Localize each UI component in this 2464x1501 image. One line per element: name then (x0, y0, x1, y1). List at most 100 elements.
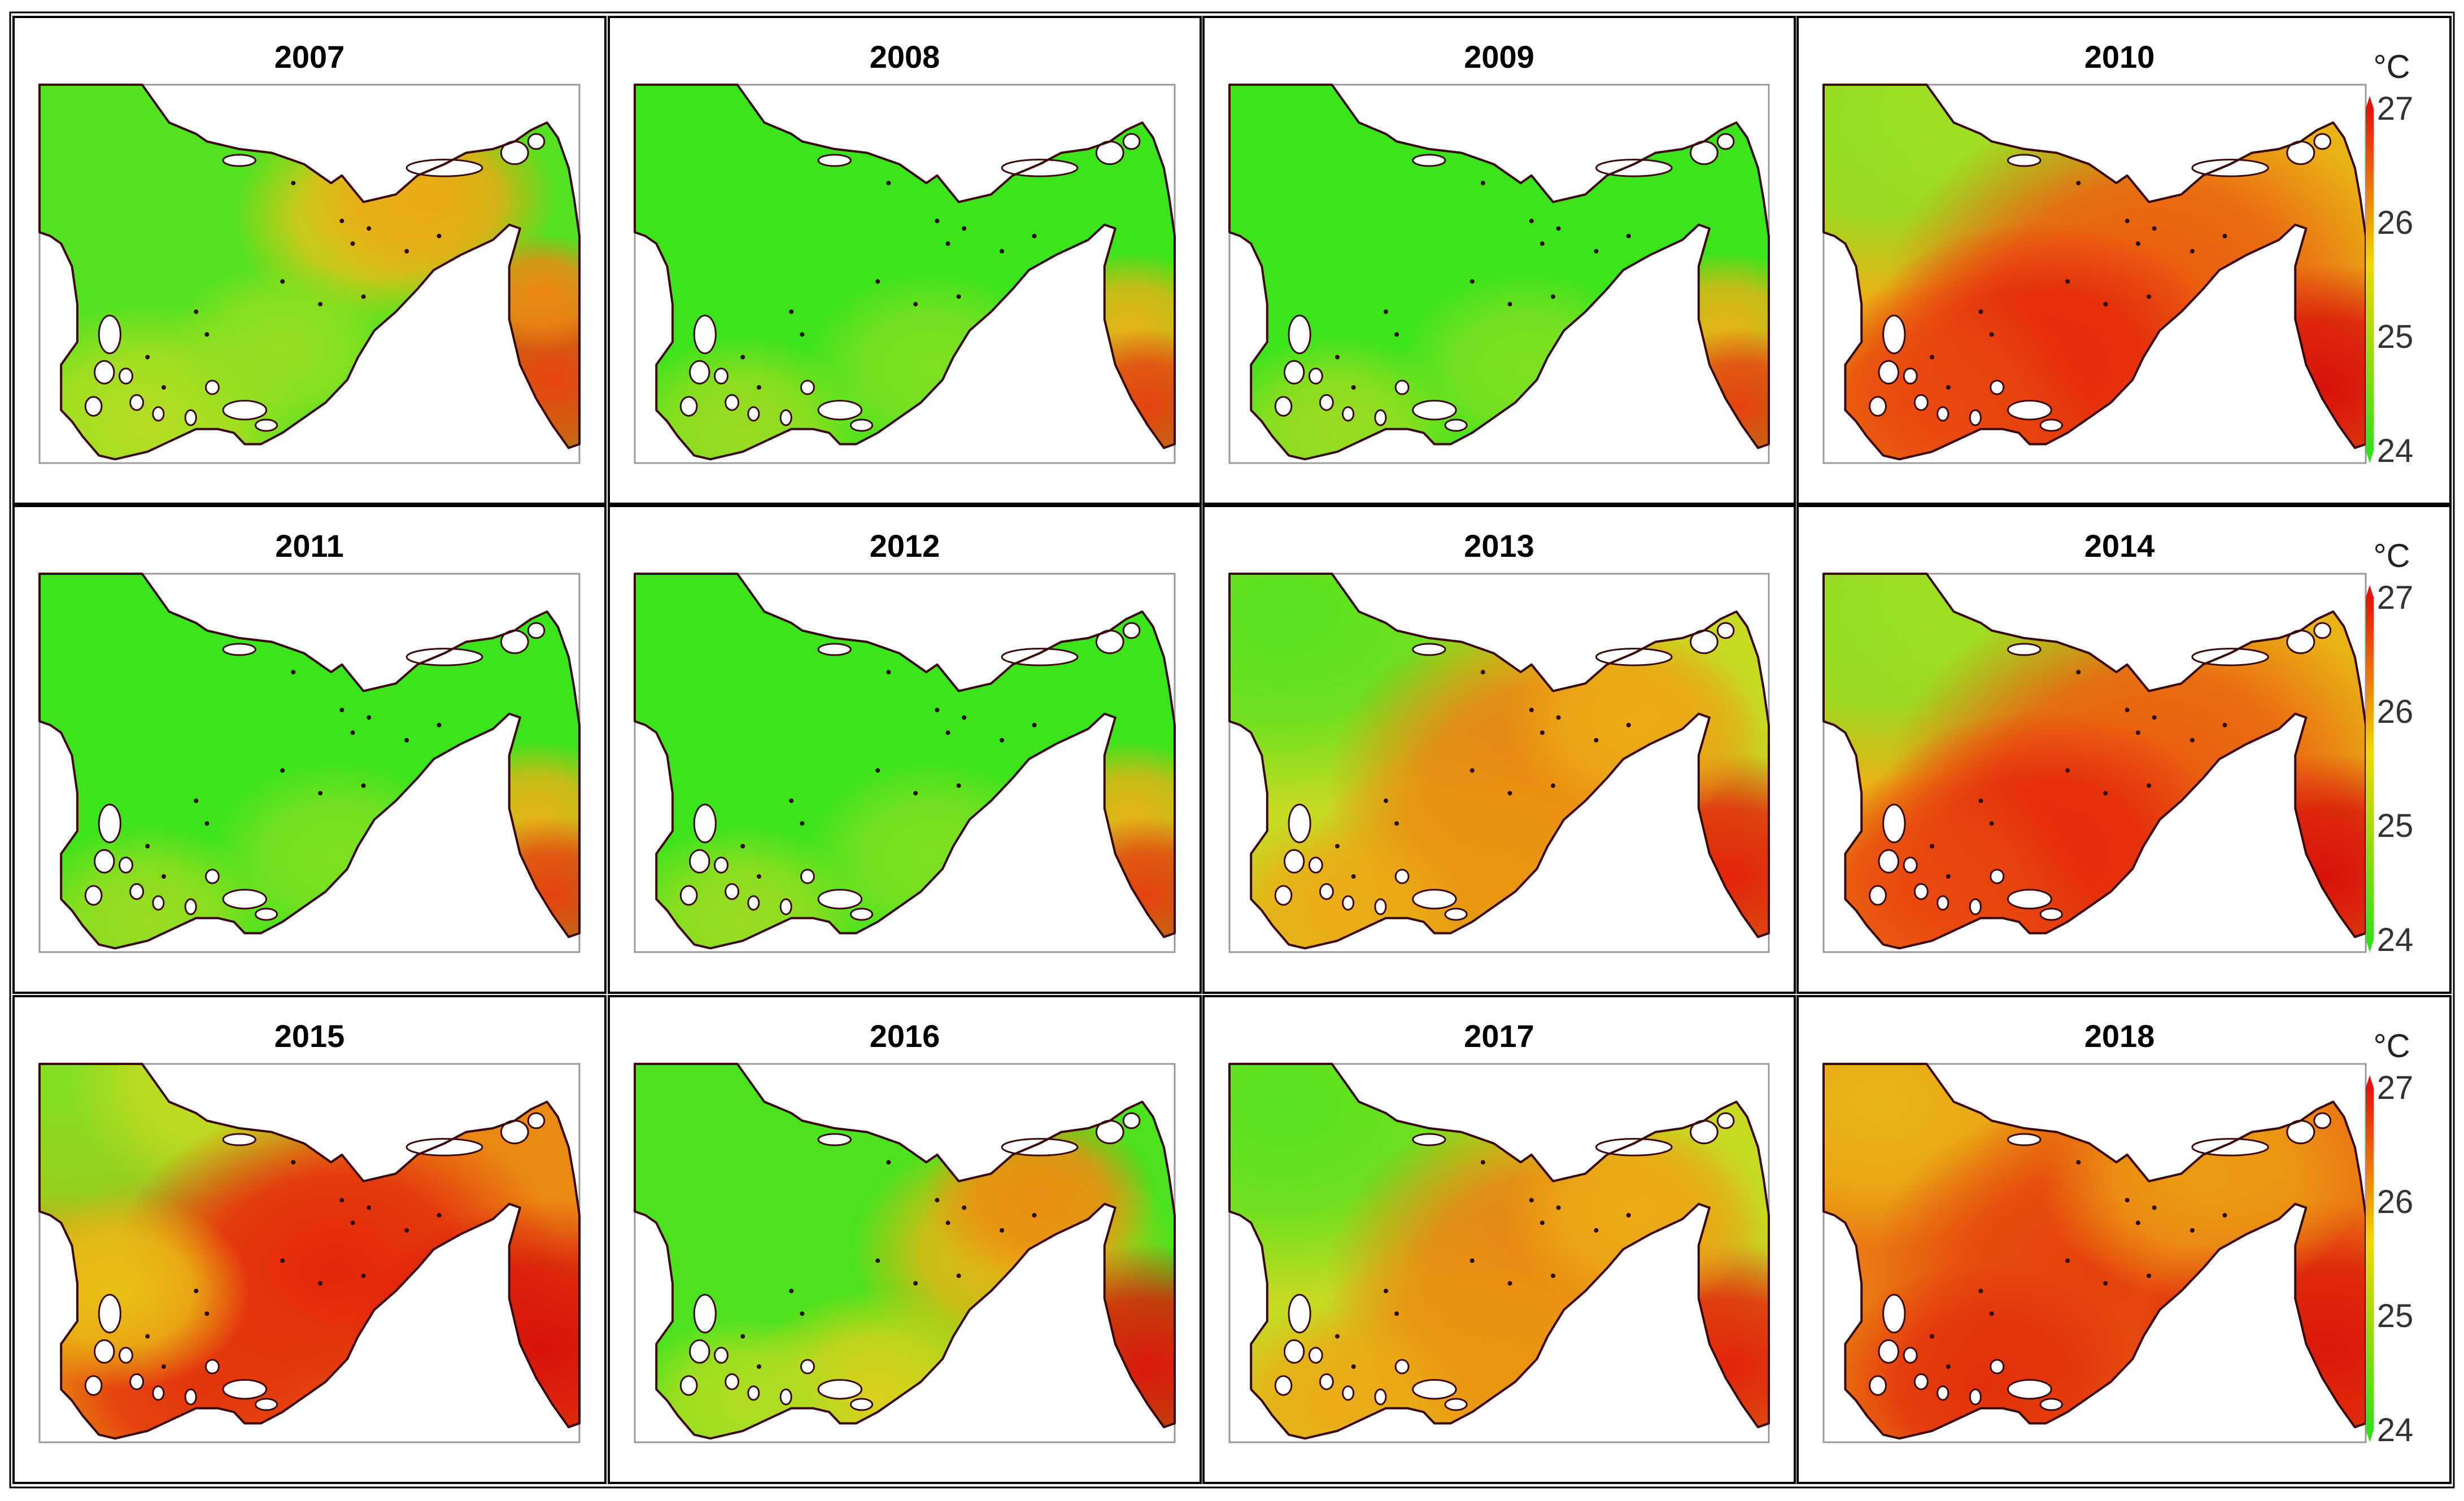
site-dot (1556, 1205, 1561, 1210)
island (713, 1347, 729, 1364)
site-dot (756, 874, 761, 879)
colorbar: °C 27 26 25 24 (2366, 49, 2413, 469)
island (1288, 1294, 1311, 1334)
site-dot (945, 241, 950, 246)
site-dot (935, 219, 940, 224)
panel-year-title: 2016 (870, 1018, 940, 1054)
site-dot (1529, 219, 1534, 224)
site-dot (1556, 715, 1561, 720)
site-dot (913, 302, 918, 307)
island (689, 360, 710, 385)
island (1412, 1133, 1446, 1146)
island (527, 1112, 546, 1129)
island (118, 1347, 133, 1364)
site-dot (2125, 219, 2130, 224)
colorbar-unit: °C (2373, 538, 2410, 574)
island (222, 399, 268, 421)
island (2191, 159, 2269, 177)
island (1969, 409, 1982, 426)
site-dot (2103, 791, 2108, 796)
island (118, 857, 133, 874)
island (152, 406, 165, 422)
site-dot (437, 723, 442, 727)
site-dot (1551, 783, 1555, 788)
island (1319, 883, 1334, 900)
site-dot (1469, 279, 1475, 284)
island (725, 883, 740, 900)
site-dot (204, 821, 210, 826)
site-dot (161, 1364, 166, 1369)
island (679, 1375, 698, 1396)
island (1374, 409, 1387, 426)
site-dot (1930, 1334, 1934, 1339)
coastline-outline (634, 1063, 1176, 1440)
island (679, 396, 698, 417)
colorbar: °C 27 26 25 24 (2366, 538, 2413, 958)
island (222, 154, 256, 167)
site-dot (1594, 1228, 1599, 1233)
island (1412, 888, 1457, 910)
site-dot (1469, 1258, 1475, 1263)
site-dot (361, 294, 366, 299)
island (1274, 396, 1293, 417)
island (779, 1388, 792, 1406)
map-panel-2009: 2009 (1202, 16, 1796, 505)
site-dot (1507, 791, 1512, 796)
island (1283, 1339, 1305, 1364)
island (2191, 1138, 2269, 1157)
site-dot (2152, 715, 2157, 720)
site-dot (945, 1220, 950, 1225)
island (1444, 907, 1468, 921)
island (2039, 1398, 2063, 1411)
site-dot (1946, 874, 1951, 879)
colorbar: °C 27 26 25 24 (2366, 1028, 2413, 1448)
site-dot (291, 670, 296, 675)
island (1882, 315, 1906, 355)
site-dot (1978, 799, 1983, 803)
island (1969, 1388, 1982, 1406)
colorbar-tick-label: 26 (2377, 204, 2414, 241)
island (747, 1385, 760, 1401)
site-dot (2135, 241, 2140, 246)
colorbar-max-arrow (2366, 96, 2374, 108)
coastline-outline (1228, 1063, 1770, 1440)
site-dot (280, 279, 285, 284)
site-dot (1930, 355, 1934, 360)
island (747, 406, 760, 422)
panel-year-title: 2010 (2084, 39, 2155, 75)
island (1308, 1347, 1323, 1364)
island (84, 885, 103, 906)
site-dot (1351, 1364, 1356, 1369)
site-dot (1930, 844, 1934, 849)
island (129, 883, 145, 900)
island (1903, 1347, 1918, 1364)
site-dot (367, 715, 372, 720)
site-dot (2147, 783, 2151, 788)
panel-year-title: 2014 (2084, 528, 2155, 564)
island (1716, 133, 1735, 150)
island (849, 1398, 874, 1411)
island (1937, 895, 1950, 911)
colorbar-tick-label: 27 (2377, 579, 2414, 616)
coastline-outline (1822, 84, 2367, 461)
site-dot (361, 783, 366, 788)
island (405, 1138, 483, 1157)
map-panel-2014: 2014 °C 27 26 25 24 (1796, 505, 2452, 994)
site-dot (1480, 181, 1485, 186)
coastline-outline (1822, 1063, 2367, 1440)
coastline-outline (1228, 573, 1770, 950)
site-dot (956, 294, 961, 299)
site-dot (145, 844, 150, 849)
site-dot (2065, 279, 2070, 284)
island (1283, 360, 1305, 385)
island (2039, 418, 2063, 432)
site-dot (1383, 309, 1388, 314)
site-dot (194, 309, 199, 314)
site-dot (1626, 1213, 1631, 1218)
colorbar-min-arrow (2366, 940, 2374, 952)
site-dot (800, 1311, 805, 1316)
island (713, 857, 729, 874)
site-dot (437, 1213, 442, 1218)
site-dot (1000, 1228, 1005, 1233)
panel-year-title: 2012 (870, 528, 940, 564)
